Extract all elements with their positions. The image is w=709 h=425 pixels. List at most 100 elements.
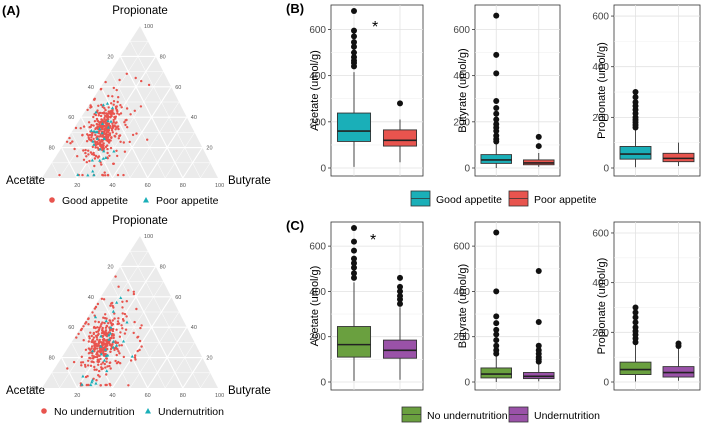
data-point <box>87 153 90 156</box>
data-point <box>110 136 113 140</box>
data-point <box>94 130 98 134</box>
data-point <box>102 316 105 319</box>
data-point <box>105 112 108 115</box>
box-no-undernutrition <box>619 304 652 382</box>
data-point <box>110 127 114 130</box>
data-point <box>87 347 91 350</box>
data-point <box>101 349 105 352</box>
data-point <box>104 145 108 149</box>
data-point <box>114 359 117 363</box>
data-point <box>111 109 114 113</box>
data-point <box>109 367 112 370</box>
data-point <box>96 355 99 358</box>
y-axis-label: Butyrate (umol/g) <box>457 48 469 132</box>
data-point <box>96 302 100 306</box>
box-body <box>662 152 695 163</box>
grid-line <box>61 357 78 389</box>
data-point <box>95 155 98 158</box>
data-point <box>104 108 107 112</box>
data-point <box>101 329 104 332</box>
data-point <box>109 110 112 113</box>
data-point <box>91 169 95 173</box>
data-point <box>100 126 103 129</box>
data-point <box>86 108 89 112</box>
data-point <box>89 151 93 154</box>
data-point <box>96 142 99 145</box>
outlier-point <box>535 318 542 325</box>
data-point <box>104 331 108 334</box>
data-point <box>103 317 107 320</box>
data-point <box>102 352 106 355</box>
legend-good-appetite-label: Good appetite <box>62 195 128 207</box>
box-poor-appetite <box>382 100 418 163</box>
outlier-point <box>632 324 639 331</box>
data-point <box>98 326 101 329</box>
data-point <box>65 140 69 143</box>
data-point <box>106 119 110 123</box>
data-point <box>117 350 120 353</box>
outlier-point <box>351 270 357 277</box>
data-point <box>108 382 111 386</box>
boxplot-facet: 0 200 400 600 Acetate (umol/g) <box>309 4 424 177</box>
data-point <box>96 120 100 123</box>
data-point <box>95 351 99 355</box>
data-point <box>115 300 119 304</box>
tick-label: 400 <box>453 287 470 298</box>
legend-undernutrition-marker <box>145 408 151 414</box>
data-point <box>99 352 103 356</box>
data-point <box>84 151 87 155</box>
data-point <box>105 360 108 363</box>
y-axis-label: Propionate (umol/g) <box>596 258 608 355</box>
data-point <box>121 339 126 343</box>
tick-label: 0 <box>320 378 326 389</box>
outlier-point <box>351 247 357 254</box>
data-point <box>109 361 112 364</box>
data-point <box>124 123 127 127</box>
outlier-point <box>397 283 403 290</box>
legend-poor-appetite-marker <box>143 197 149 203</box>
legend-no-undernutrition-marker <box>41 408 47 414</box>
panel-label-c: (C) <box>286 218 304 233</box>
data-point <box>116 173 120 177</box>
data-point <box>99 344 103 348</box>
tick-label: 200 <box>592 113 609 124</box>
data-point <box>103 321 106 325</box>
data-point <box>132 331 135 335</box>
data-point <box>96 358 100 361</box>
outlier-point <box>351 8 357 14</box>
tick-label: 100 <box>29 176 38 182</box>
data-point <box>92 142 96 146</box>
data-point <box>104 383 107 387</box>
box-undernutrition <box>382 274 418 380</box>
outlier-point <box>493 313 500 320</box>
data-point <box>111 131 115 134</box>
data-point <box>103 347 108 351</box>
grid-line <box>129 41 201 179</box>
tick-label: 60 <box>145 183 151 189</box>
data-point <box>90 380 94 384</box>
legend-poor-appetite-label: Poor appetite <box>156 195 219 207</box>
ternary-points <box>58 72 151 177</box>
tick-label: 80 <box>49 146 55 152</box>
ternary-left-label: Acetate <box>6 175 45 187</box>
grid-line <box>182 357 203 389</box>
data-point <box>92 336 96 339</box>
data-point <box>93 140 97 143</box>
data-point <box>117 127 120 131</box>
data-point <box>108 364 111 368</box>
data-point <box>94 127 97 131</box>
data-point <box>109 112 112 116</box>
tick-label: 200 <box>453 332 470 343</box>
data-point <box>122 173 125 177</box>
data-point <box>134 76 137 80</box>
data-point <box>77 332 80 336</box>
tick-label: 0 <box>320 164 326 175</box>
data-point <box>91 145 95 149</box>
y-axis-label: Propionate (umol/g) <box>596 42 608 139</box>
boxplot-facet: 0 200 400 600 Propionate (umol/g) <box>592 221 701 391</box>
tick-label: 100 <box>215 393 224 399</box>
box-body <box>336 112 372 142</box>
data-point <box>91 153 94 156</box>
grid-line <box>51 162 60 179</box>
data-point <box>100 146 103 149</box>
